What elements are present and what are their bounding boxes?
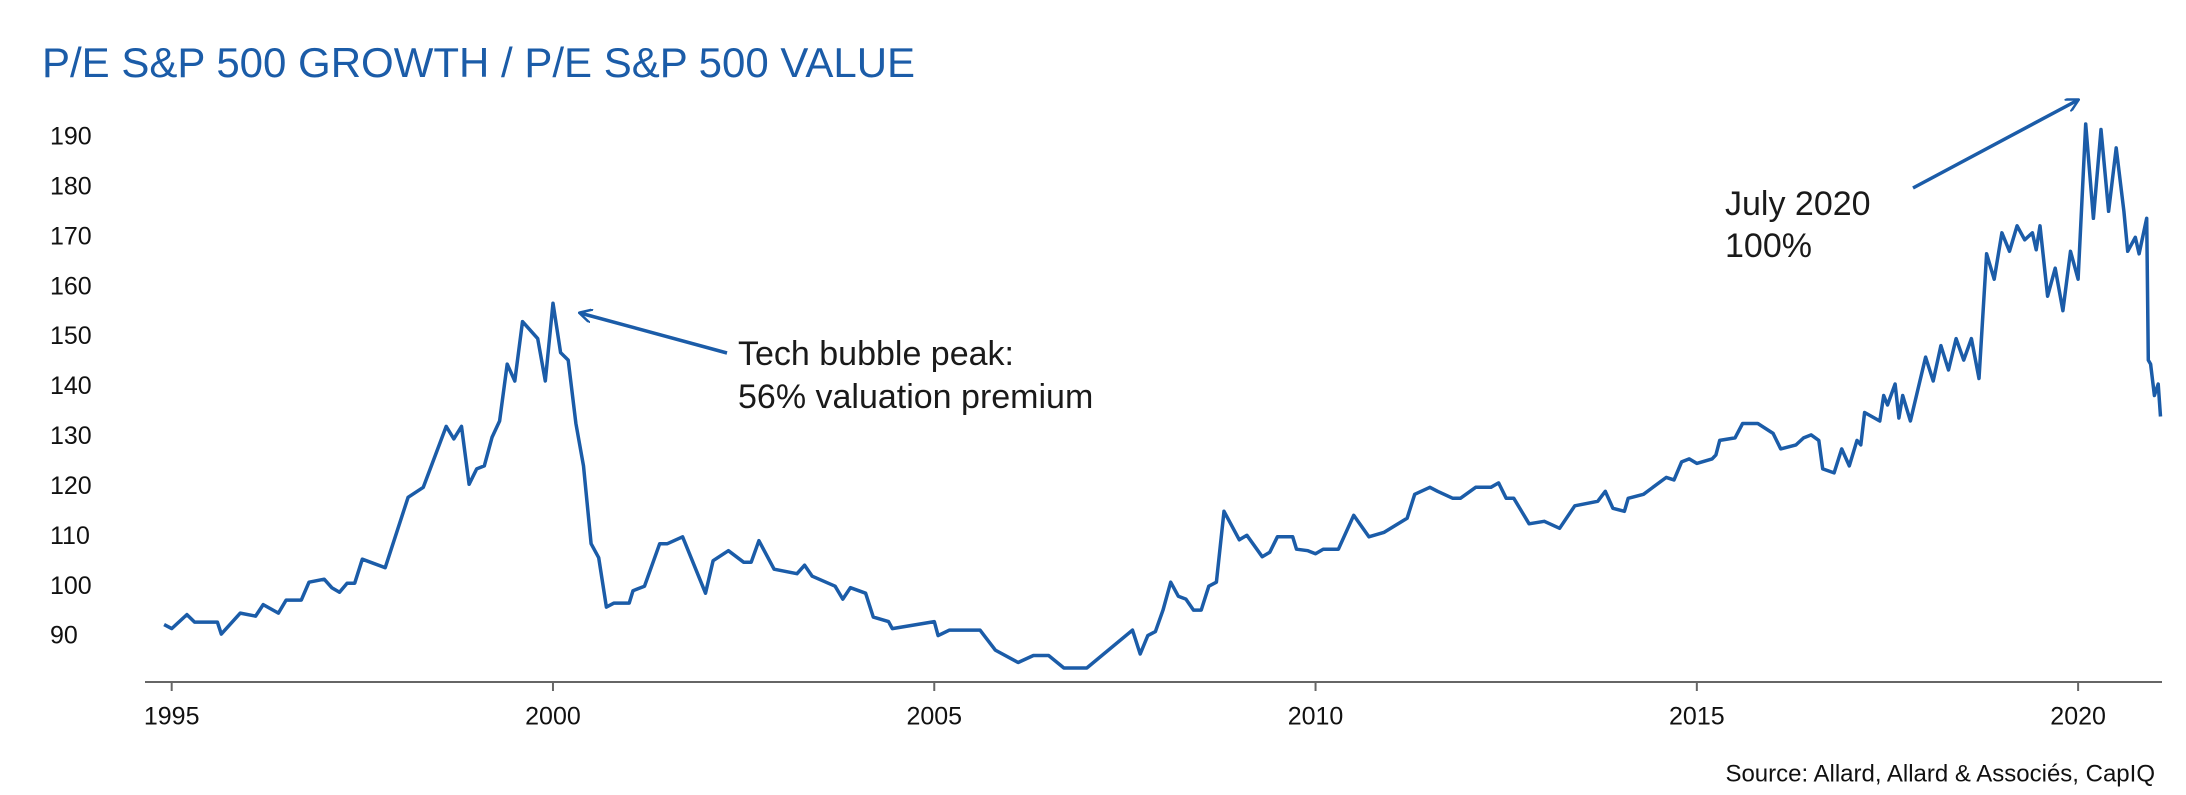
- y-tick-label: 110: [50, 522, 90, 550]
- y-tick-label: 90: [50, 622, 78, 650]
- annotation: 100%: [1725, 227, 1812, 265]
- x-tick-label: 2010: [1288, 703, 1344, 731]
- data-line: [163, 122, 2163, 670]
- y-tick-label: 120: [50, 472, 92, 500]
- x-tick-label: 2015: [1669, 703, 1725, 731]
- annotation-arrow: [1912, 100, 2078, 190]
- annotation: Tech bubble peak:: [738, 335, 1014, 373]
- x-tick-label: 2000: [525, 703, 581, 731]
- y-tick-label: 150: [50, 322, 92, 350]
- y-tick-label: 180: [50, 172, 92, 200]
- x-tick-label: 2020: [2050, 703, 2106, 731]
- x-tick-label: 2005: [906, 703, 962, 731]
- chart-title: P/E S&P 500 GROWTH / P/E S&P 500 VALUE: [42, 39, 915, 86]
- y-tick-label: 140: [50, 372, 92, 400]
- annotation: July 2020: [1725, 185, 1871, 223]
- y-tick-label: 170: [50, 222, 92, 250]
- annotation: 56% valuation premium: [738, 378, 1093, 416]
- y-tick-label: 130: [50, 422, 92, 450]
- annotation-arrow: [580, 313, 728, 355]
- y-tick-label: 100: [50, 572, 92, 600]
- source-note: Source: Allard, Allard & Associés, CapIQ: [1725, 760, 2155, 787]
- y-tick-label: 190: [50, 123, 92, 151]
- y-tick-label: 160: [50, 272, 92, 300]
- x-tick-label: 1995: [144, 703, 200, 731]
